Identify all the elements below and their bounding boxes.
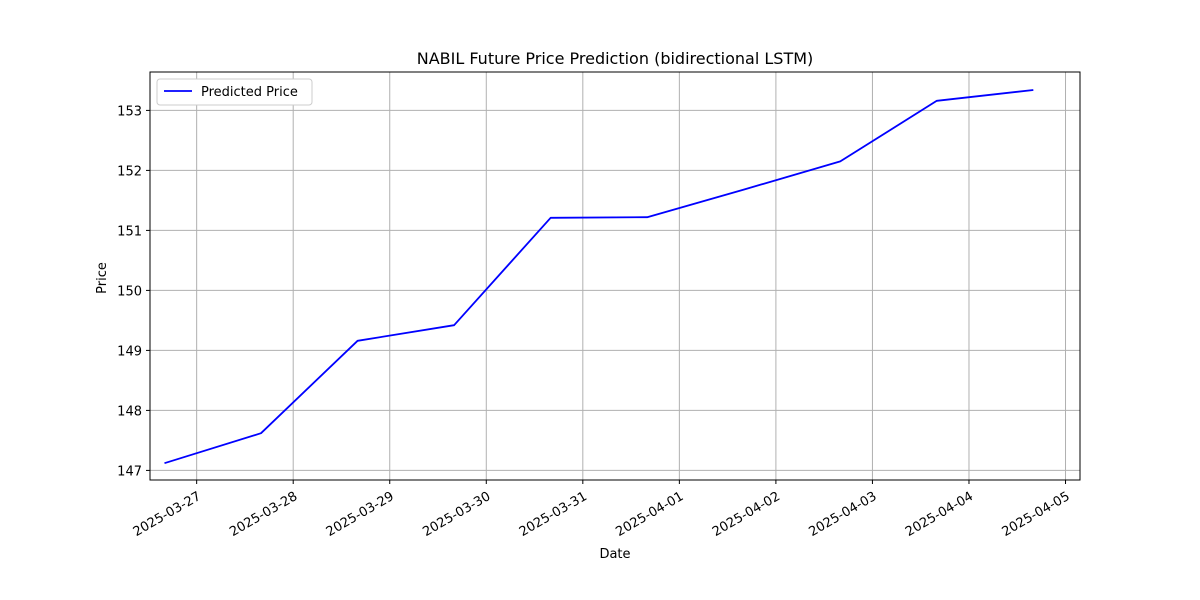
grid bbox=[150, 72, 1080, 480]
series-layer bbox=[164, 89, 1034, 465]
y-tick-label: 151 bbox=[117, 224, 142, 239]
legend-box bbox=[156, 78, 313, 106]
plot-area-frame bbox=[149, 71, 1081, 481]
x-axis-label: Date bbox=[599, 547, 630, 562]
legend-label: Predicted Price bbox=[201, 85, 298, 100]
y-tick-label: 149 bbox=[117, 344, 142, 359]
y-axis-label: Price bbox=[95, 262, 110, 294]
y-tick-label: 153 bbox=[117, 104, 142, 119]
chart-title: NABIL Future Price Prediction (bidirecti… bbox=[417, 49, 814, 68]
y-tick-label: 152 bbox=[117, 164, 142, 179]
y-tick-label: 147 bbox=[117, 464, 142, 479]
y-tick-label: 148 bbox=[117, 404, 142, 419]
legend: Predicted Price bbox=[156, 78, 313, 106]
y-tick-label: 150 bbox=[117, 284, 142, 299]
series-line-predicted-price bbox=[164, 89, 1034, 465]
